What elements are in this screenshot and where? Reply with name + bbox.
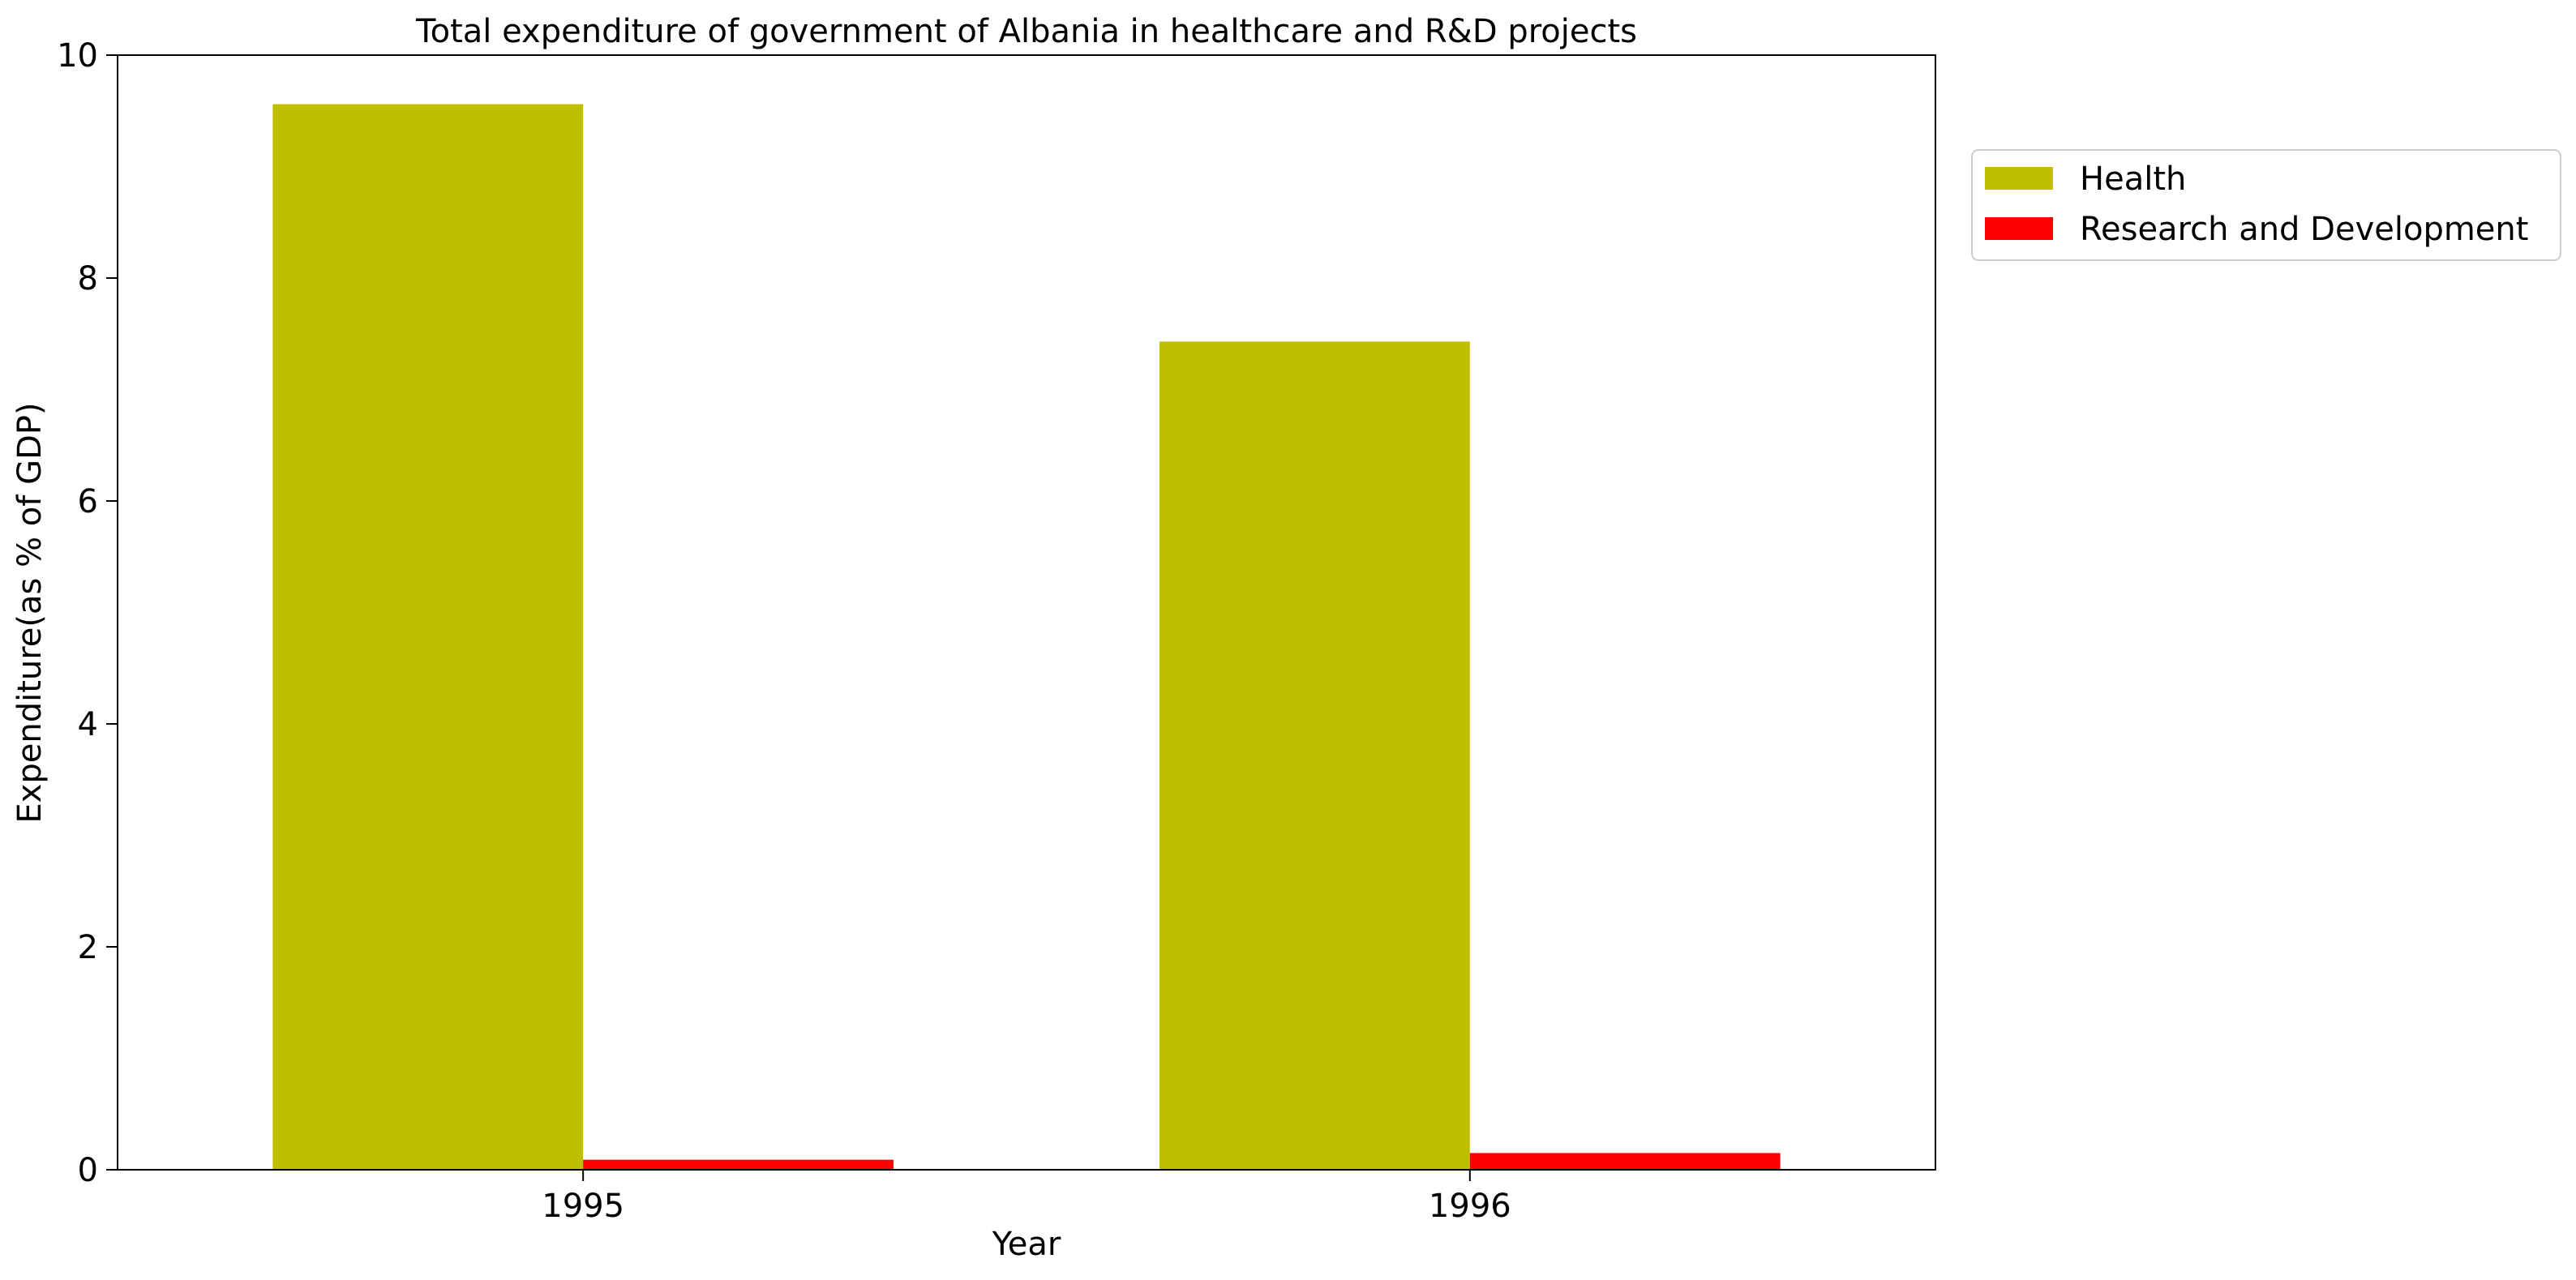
y-tick-label: 8 — [78, 260, 98, 298]
legend-swatch-research-and-development — [1985, 217, 2053, 240]
y-tick-label: 4 — [78, 706, 98, 743]
chart-title: Total expenditure of government of Alban… — [415, 13, 1637, 50]
x-tick-label: 1995 — [542, 1188, 624, 1225]
x-axis: 1995 1996 — [542, 1170, 1511, 1225]
bar-research-and-development-1995 — [583, 1159, 894, 1170]
legend-label-research-and-development: Research and Development — [2080, 211, 2528, 248]
x-axis-label: Year — [992, 1226, 1061, 1263]
bars-group — [272, 104, 1781, 1170]
y-tick-label: 2 — [78, 929, 98, 966]
y-tick-label: 6 — [78, 483, 98, 520]
y-axis-label: Expenditure(as % of GDP) — [11, 402, 49, 823]
x-tick-label: 1996 — [1429, 1188, 1511, 1225]
legend-swatch-health — [1985, 167, 2053, 190]
y-axis: 0 2 4 6 8 10 — [57, 37, 118, 1189]
bar-health-1996 — [1159, 341, 1470, 1170]
bar-health-1995 — [272, 104, 584, 1170]
legend: Health Research and Development — [1971, 149, 2561, 261]
y-tick-label: 0 — [78, 1152, 98, 1189]
bar-research-and-development-1996 — [1469, 1153, 1781, 1170]
legend-label-health: Health — [2080, 161, 2186, 198]
y-tick-label: 10 — [57, 37, 98, 75]
legend-frame — [1971, 149, 2561, 261]
plot-frame — [117, 54, 1936, 1171]
